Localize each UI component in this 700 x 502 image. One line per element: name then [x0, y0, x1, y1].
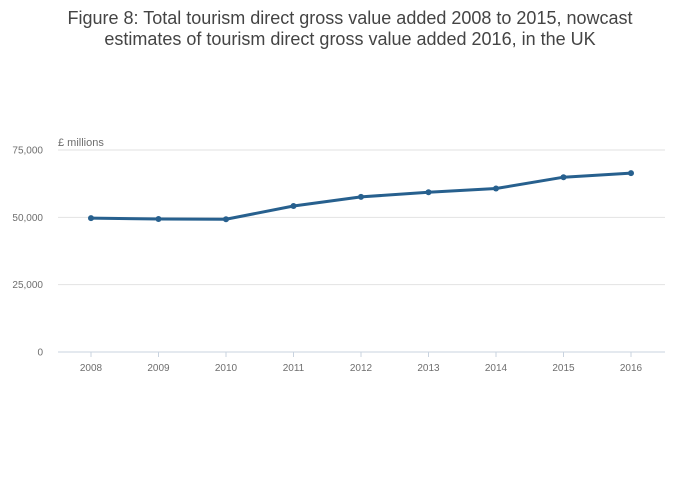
data-point[interactable] [290, 203, 297, 210]
data-point[interactable] [88, 215, 94, 222]
data-point[interactable] [223, 216, 229, 223]
x-tick-label: 2014 [485, 363, 508, 374]
x-tick-label: 2013 [417, 363, 440, 374]
data-point[interactable] [425, 189, 432, 196]
y-tick-label: 0 [37, 348, 43, 359]
x-tick-label: 2015 [552, 363, 575, 374]
y-tick-label: 75,000 [12, 146, 43, 157]
x-tick-label: 2009 [147, 363, 170, 374]
chart-title-line-2: estimates of tourism direct gross value … [104, 29, 596, 49]
x-tick-label: 2016 [620, 363, 643, 374]
x-tick-label: 2010 [215, 363, 238, 374]
data-point[interactable] [560, 174, 567, 181]
series [88, 170, 634, 223]
y-tick-label: 50,000 [12, 213, 43, 224]
x-tick-label: 2011 [283, 363, 305, 374]
data-point[interactable] [358, 193, 364, 200]
axes: 0 25,000 50,000 75,000 2008 2009 2010 2011 2012 2… [12, 146, 665, 374]
gridlines [58, 149, 665, 286]
data-point[interactable] [628, 170, 634, 177]
x-tick-label: 2012 [350, 363, 373, 374]
chart-title: Figure 8: Total tourism direct gross val… [20, 8, 680, 50]
data-point[interactable] [155, 215, 162, 222]
y-axis-unit-label: £ millions [58, 137, 104, 149]
y-tick-label: 25,000 [12, 280, 43, 291]
data-point[interactable] [493, 185, 499, 192]
chart-title-line-1: Figure 8: Total tourism direct gross val… [67, 8, 633, 28]
x-tick-label: 2008 [80, 363, 103, 374]
